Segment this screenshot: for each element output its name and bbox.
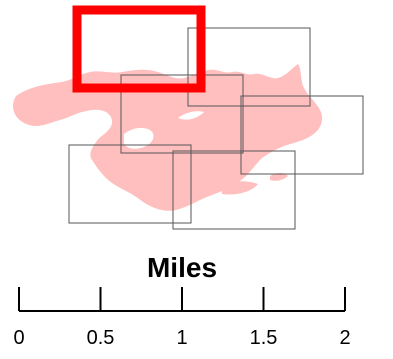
index-tile-center[interactable] bbox=[120, 74, 244, 154]
index-tile-highlighted[interactable] bbox=[72, 5, 206, 93]
index-tile-south-center[interactable] bbox=[172, 150, 296, 230]
scale-bar-tick-label: 0 bbox=[13, 327, 24, 349]
scale-bar-title: Miles bbox=[147, 252, 217, 283]
scale-bar-ticks bbox=[18, 287, 346, 311]
index-tile-north-east[interactable] bbox=[187, 27, 311, 107]
scale-bar-tick-label: 1 bbox=[176, 327, 187, 349]
index-grid bbox=[68, 5, 364, 230]
island-islet bbox=[222, 181, 258, 195]
index-tile-south-west[interactable] bbox=[68, 144, 192, 224]
island-islet-small bbox=[270, 173, 288, 181]
scale-bar-tick-label: 1.5 bbox=[250, 327, 278, 349]
island-inlet bbox=[178, 111, 204, 120]
scale-bar-labels: 0 0.5 1 1.5 2 bbox=[13, 327, 350, 349]
scale-bar-tick-label: 2 bbox=[339, 327, 350, 349]
scale-bar-tick-label: 0.5 bbox=[87, 327, 115, 349]
island-bay bbox=[124, 127, 154, 149]
index-tile-east[interactable] bbox=[240, 95, 364, 175]
scale-bar: Miles 0 0.5 1 1.5 2 bbox=[13, 252, 350, 349]
